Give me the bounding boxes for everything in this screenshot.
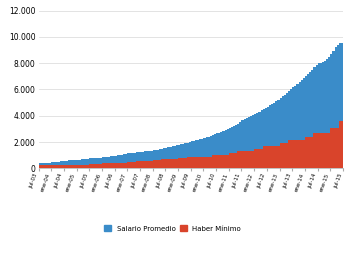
Legend: Salario Promedio, Haber Mínimo: Salario Promedio, Haber Mínimo [101, 223, 244, 234]
